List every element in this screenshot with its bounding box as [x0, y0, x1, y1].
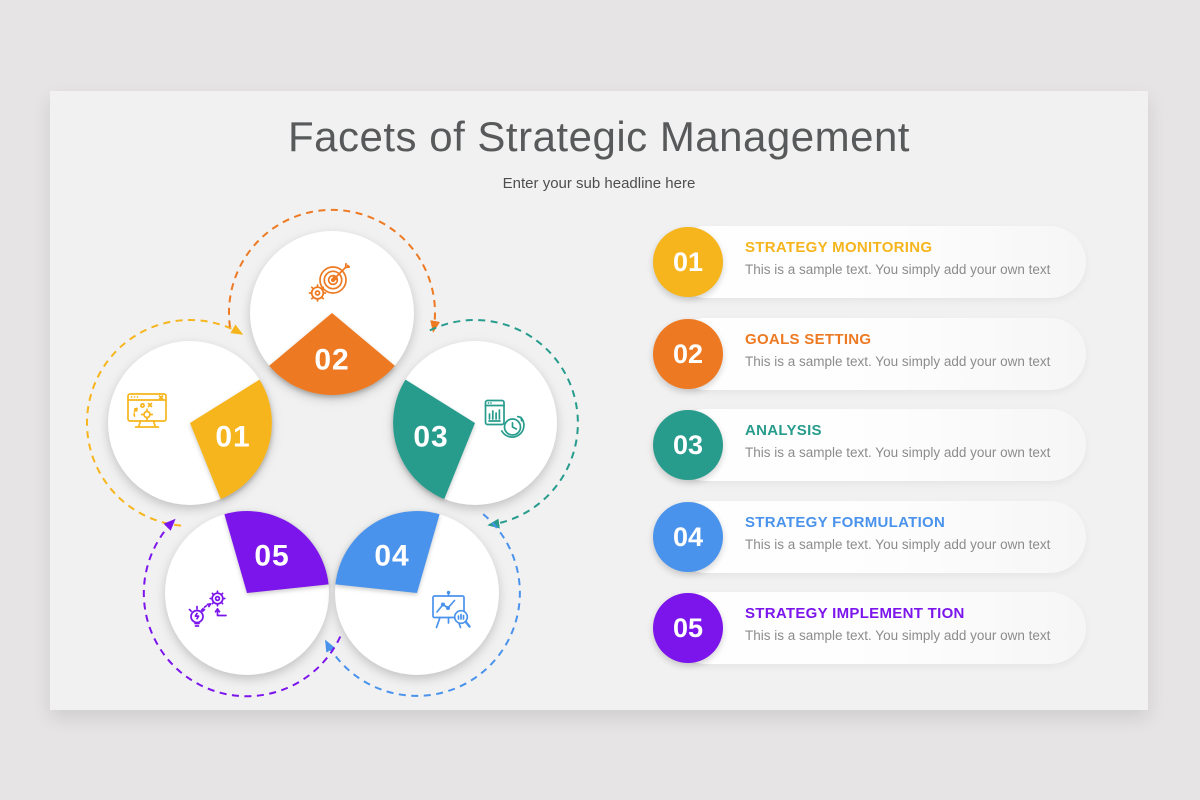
list-item-description: This is a sample text. You simply add yo…	[745, 537, 1051, 552]
list-item-strategy-implementation[interactable]: 05 STRATEGY IMPLEMENT TION This is a sam…	[653, 591, 1086, 665]
list-row-pill	[670, 318, 1086, 390]
list-row-pill	[670, 409, 1086, 481]
number-badge: 03	[653, 410, 723, 480]
page-title: Facets of Strategic Management	[288, 113, 910, 160]
cycle-arc-02	[228, 208, 441, 333]
presentation-chart-icon	[432, 590, 471, 629]
cycle-arc-05	[142, 518, 342, 698]
node-wedge-03	[393, 379, 475, 499]
node-wedge-04	[335, 511, 440, 593]
list-item-title: STRATEGY IMPLEMENT TION	[745, 605, 965, 622]
node-number-05: 05	[254, 540, 289, 573]
node-number-04: 04	[374, 540, 409, 573]
list-row-pill	[670, 226, 1086, 298]
diagram-node-02: 02	[250, 231, 414, 395]
list-item-title: GOALS SETTING	[745, 331, 872, 348]
list-item-goals-setting[interactable]: 02 GOALS SETTING This is a sample text. …	[653, 317, 1086, 391]
list-row-pill	[670, 501, 1086, 573]
number-badge: 01	[653, 227, 723, 297]
slide: Facets of Strategic Management Enter you…	[50, 91, 1148, 710]
diagram-node-01: 01	[108, 341, 272, 505]
list-row-pill	[670, 592, 1086, 664]
cycle-diagram: 02 01	[86, 208, 579, 698]
idea-process-icon	[188, 590, 227, 627]
node-wedge-02	[269, 313, 395, 395]
list-item-title: STRATEGY MONITORING	[745, 239, 933, 256]
diagram-node-05: 05	[165, 511, 329, 675]
list-item-strategy-monitoring[interactable]: 01 STRATEGY MONITORING This is a sample …	[653, 225, 1086, 299]
report-clock-icon	[484, 399, 525, 438]
node-number-02: 02	[314, 344, 349, 377]
cycle-arc-04	[325, 513, 521, 697]
diagram-node-03: 03	[393, 341, 557, 505]
number-badge: 05	[653, 593, 723, 663]
diagram-node-04: 04	[335, 511, 499, 675]
list-item-description: This is a sample text. You simply add yo…	[745, 262, 1051, 277]
list-item-title: ANALYSIS	[745, 422, 822, 439]
list-item-strategy-formulation[interactable]: 04 STRATEGY FORMULATION This is a sample…	[653, 500, 1086, 574]
node-number-03: 03	[413, 421, 448, 454]
number-badge: 04	[653, 502, 723, 572]
list-item-analysis[interactable]: 03 ANALYSIS This is a sample text. You s…	[653, 408, 1086, 482]
page-subtitle: Enter your sub headline here	[502, 175, 696, 192]
node-wedge-05	[224, 511, 329, 593]
list-item-description: This is a sample text. You simply add yo…	[745, 354, 1051, 369]
cycle-arc-01	[86, 319, 244, 527]
list-item-description: This is a sample text. You simply add yo…	[745, 628, 1051, 643]
number-badge: 02	[653, 319, 723, 389]
node-wedge-01	[190, 379, 272, 499]
list-item-title: STRATEGY FORMULATION	[745, 514, 946, 531]
list-item-description: This is a sample text. You simply add yo…	[745, 445, 1051, 460]
cycle-arc-03	[429, 319, 579, 529]
node-number-01: 01	[215, 421, 250, 454]
target-gear-icon	[308, 262, 351, 302]
strategy-monitor-icon	[127, 393, 167, 428]
